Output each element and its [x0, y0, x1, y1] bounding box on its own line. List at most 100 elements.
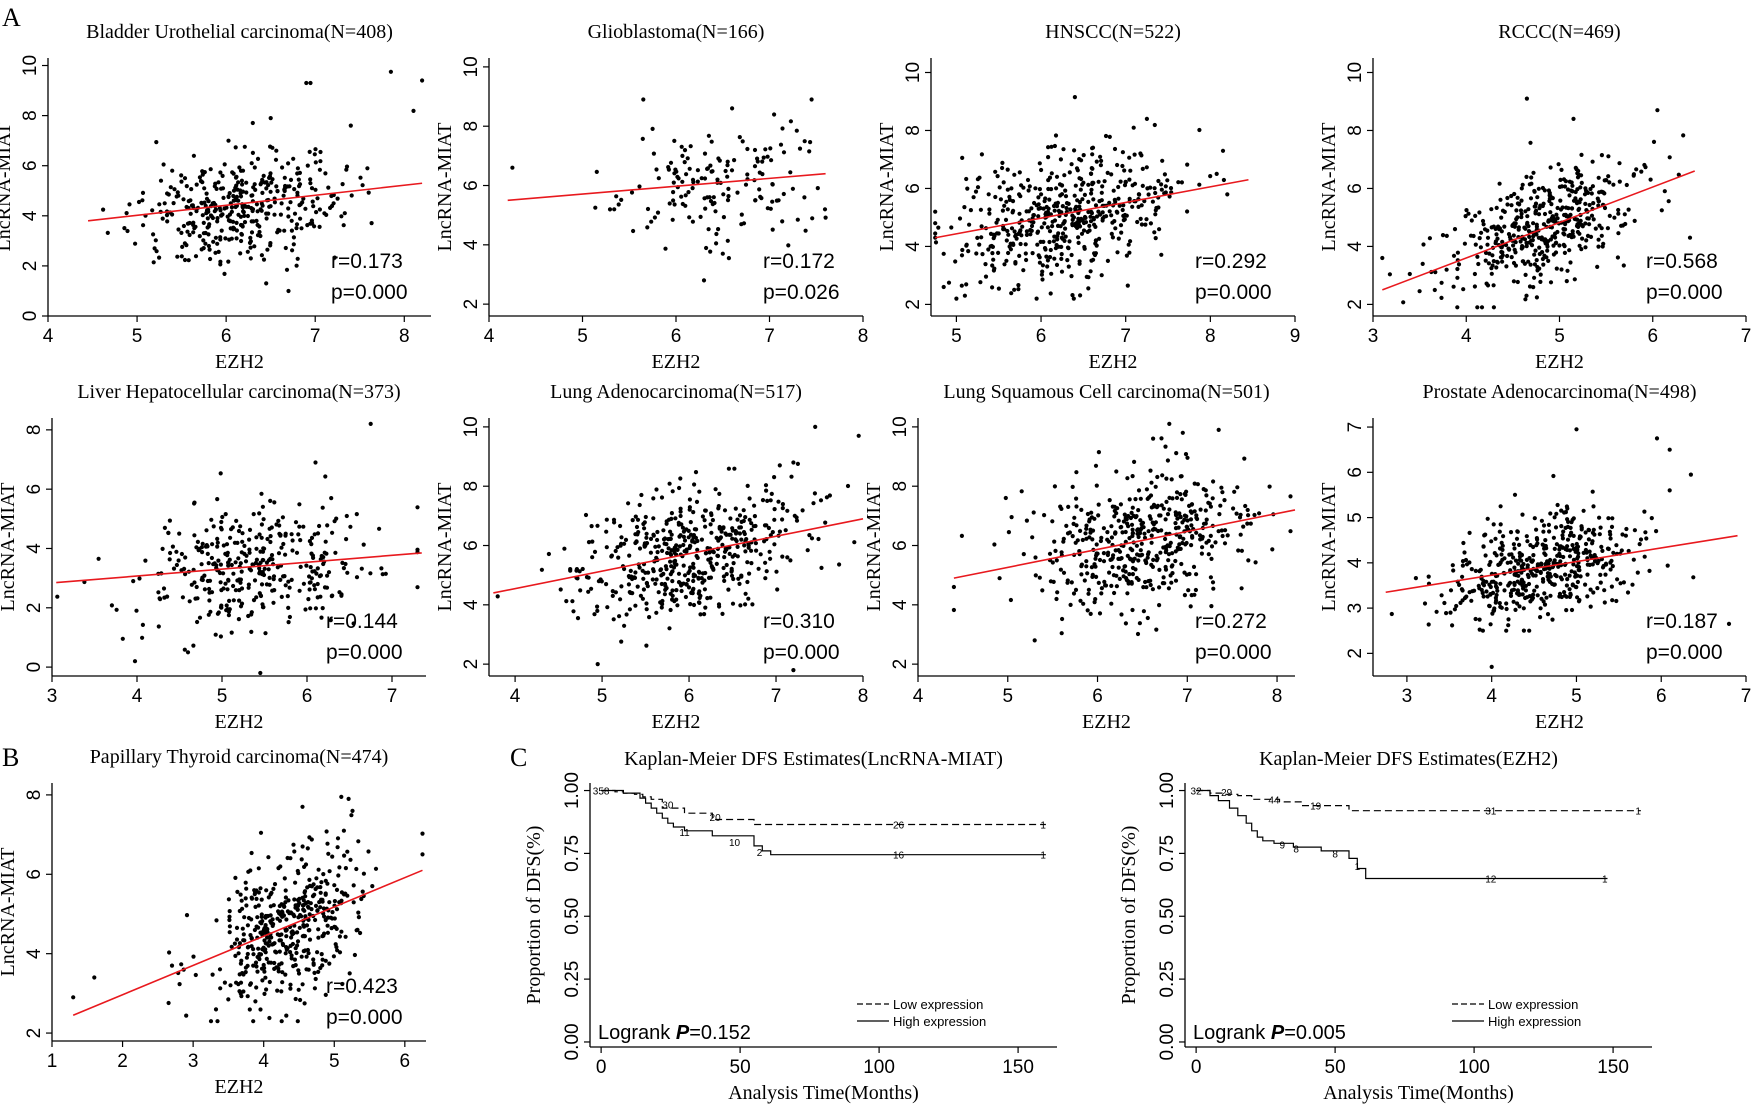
data-point — [1489, 207, 1494, 212]
data-point — [672, 202, 677, 207]
data-point — [667, 626, 672, 631]
data-point — [267, 979, 272, 985]
data-point — [812, 491, 818, 496]
data-point — [1211, 479, 1216, 484]
data-point — [415, 505, 420, 510]
data-point — [1069, 274, 1074, 279]
data-point — [633, 570, 638, 575]
data-point — [1489, 225, 1494, 230]
data-point — [1439, 280, 1444, 285]
data-point — [1545, 248, 1550, 253]
y-axis-label: LncRNA-MIAT — [1318, 123, 1340, 252]
data-point — [261, 257, 267, 262]
data-point — [702, 196, 707, 201]
data-point — [580, 566, 585, 572]
data-point — [179, 551, 184, 557]
data-point — [687, 507, 692, 512]
data-point — [241, 972, 246, 977]
data-point — [604, 582, 609, 587]
data-point — [1575, 595, 1580, 600]
data-point — [747, 496, 752, 501]
data-point — [217, 967, 223, 972]
y-tick-label: 4 — [903, 241, 924, 252]
data-point — [205, 225, 210, 230]
data-point — [1179, 474, 1184, 479]
data-point — [755, 159, 760, 164]
data-point — [1548, 165, 1553, 170]
y-axis-label: Proportion of DFS(%) — [1118, 826, 1140, 1005]
data-point — [268, 534, 273, 539]
data-point — [1016, 287, 1021, 292]
data-point — [1524, 96, 1529, 101]
data-point — [677, 534, 682, 539]
data-point — [721, 526, 726, 531]
data-point — [756, 566, 761, 571]
data-point — [295, 930, 300, 935]
data-point — [1167, 507, 1172, 512]
data-point — [234, 194, 239, 199]
data-point — [1024, 232, 1029, 237]
data-point — [775, 587, 780, 592]
data-point — [1094, 574, 1099, 580]
data-point — [218, 525, 224, 531]
data-point — [1033, 186, 1038, 191]
data-point — [186, 199, 191, 204]
data-point — [266, 567, 271, 572]
x-tick-label: 6 — [1092, 686, 1103, 707]
x-tick-label: 7 — [1741, 686, 1752, 707]
data-point — [1208, 575, 1213, 580]
data-point — [1116, 565, 1121, 570]
data-point — [1010, 199, 1016, 204]
data-point — [1603, 572, 1608, 577]
data-point — [1148, 578, 1153, 583]
data-point — [244, 886, 249, 891]
data-point — [694, 499, 700, 504]
data-point — [1120, 163, 1125, 169]
data-point — [238, 580, 243, 585]
data-point — [1569, 520, 1574, 525]
data-point — [1029, 228, 1034, 233]
data-point — [616, 202, 621, 207]
data-point — [271, 574, 277, 579]
data-point — [1144, 585, 1149, 590]
data-point — [351, 900, 356, 905]
data-point — [233, 875, 238, 881]
data-point — [1128, 168, 1133, 173]
data-point — [1123, 529, 1128, 535]
data-point — [1565, 547, 1570, 553]
data-point — [737, 135, 742, 140]
data-point — [207, 598, 212, 603]
data-point — [1176, 180, 1181, 185]
data-point — [1600, 548, 1605, 554]
data-point — [697, 489, 702, 494]
data-point — [1165, 178, 1170, 183]
scatter-points — [933, 95, 1230, 301]
data-point — [1128, 239, 1133, 244]
data-point — [974, 251, 979, 256]
data-point — [264, 987, 269, 992]
x-tick-label: 7 — [310, 326, 321, 347]
data-point — [154, 140, 159, 145]
data-point — [1142, 199, 1147, 204]
x-tick-label: 5 — [1571, 686, 1582, 707]
data-point — [244, 553, 249, 558]
data-point — [166, 1000, 171, 1006]
y-axis-label: Proportion of DFS(%) — [523, 826, 545, 1005]
data-point — [753, 523, 758, 529]
data-point — [1000, 160, 1005, 165]
data-point — [226, 609, 231, 614]
data-point — [1000, 208, 1006, 213]
data-point — [611, 517, 617, 522]
data-point — [1473, 213, 1478, 218]
data-point — [656, 176, 661, 181]
data-point — [1114, 209, 1119, 214]
x-axis-label: EZH2 — [215, 1076, 264, 1098]
data-point — [964, 242, 969, 247]
data-point — [1500, 259, 1505, 264]
data-point — [189, 203, 195, 208]
data-point — [1004, 238, 1009, 243]
data-point — [1036, 206, 1041, 211]
data-point — [192, 500, 197, 505]
data-point — [1164, 476, 1169, 481]
data-point — [1622, 212, 1627, 217]
